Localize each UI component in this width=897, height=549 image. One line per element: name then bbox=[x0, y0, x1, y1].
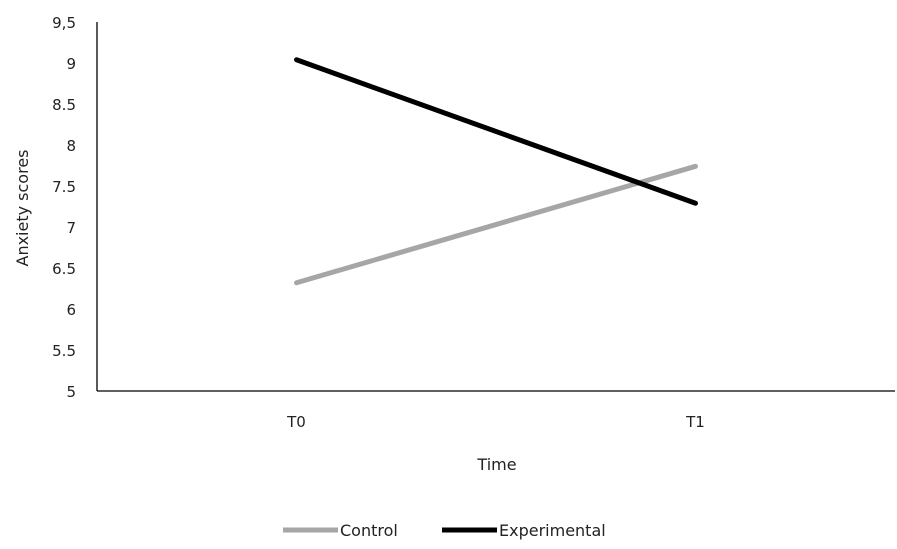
legend: Control Experimental bbox=[283, 521, 606, 540]
legend-label-experimental: Experimental bbox=[499, 521, 606, 540]
y-tick-labels: 5 5.5 6 6.5 7 7.5 8 8.5 9 9,5 bbox=[52, 14, 76, 401]
series-line-experimental bbox=[294, 57, 698, 206]
y-tick-label: 8.5 bbox=[52, 96, 76, 114]
x-tick-labels: T0 T1 bbox=[286, 413, 705, 431]
axes bbox=[96, 22, 895, 392]
y-tick-label: 6.5 bbox=[52, 260, 76, 278]
y-tick-label: 6 bbox=[66, 301, 76, 319]
x-axis-title: Time bbox=[476, 455, 516, 474]
y-tick-label: 9,5 bbox=[52, 14, 76, 32]
x-tick-label: T0 bbox=[286, 413, 306, 431]
y-tick-label: 5.5 bbox=[52, 342, 76, 360]
x-tick-label: T1 bbox=[685, 413, 705, 431]
y-tick-label: 8 bbox=[66, 137, 76, 155]
y-tick-label: 9 bbox=[66, 55, 76, 73]
series-line-control bbox=[294, 163, 698, 286]
legend-label-control: Control bbox=[340, 521, 398, 540]
y-tick-label: 5 bbox=[66, 383, 76, 401]
series-lines bbox=[294, 57, 698, 286]
y-axis-title: Anxiety scores bbox=[13, 150, 32, 267]
y-tick-label: 7.5 bbox=[52, 178, 76, 196]
y-tick-label: 7 bbox=[66, 219, 76, 237]
